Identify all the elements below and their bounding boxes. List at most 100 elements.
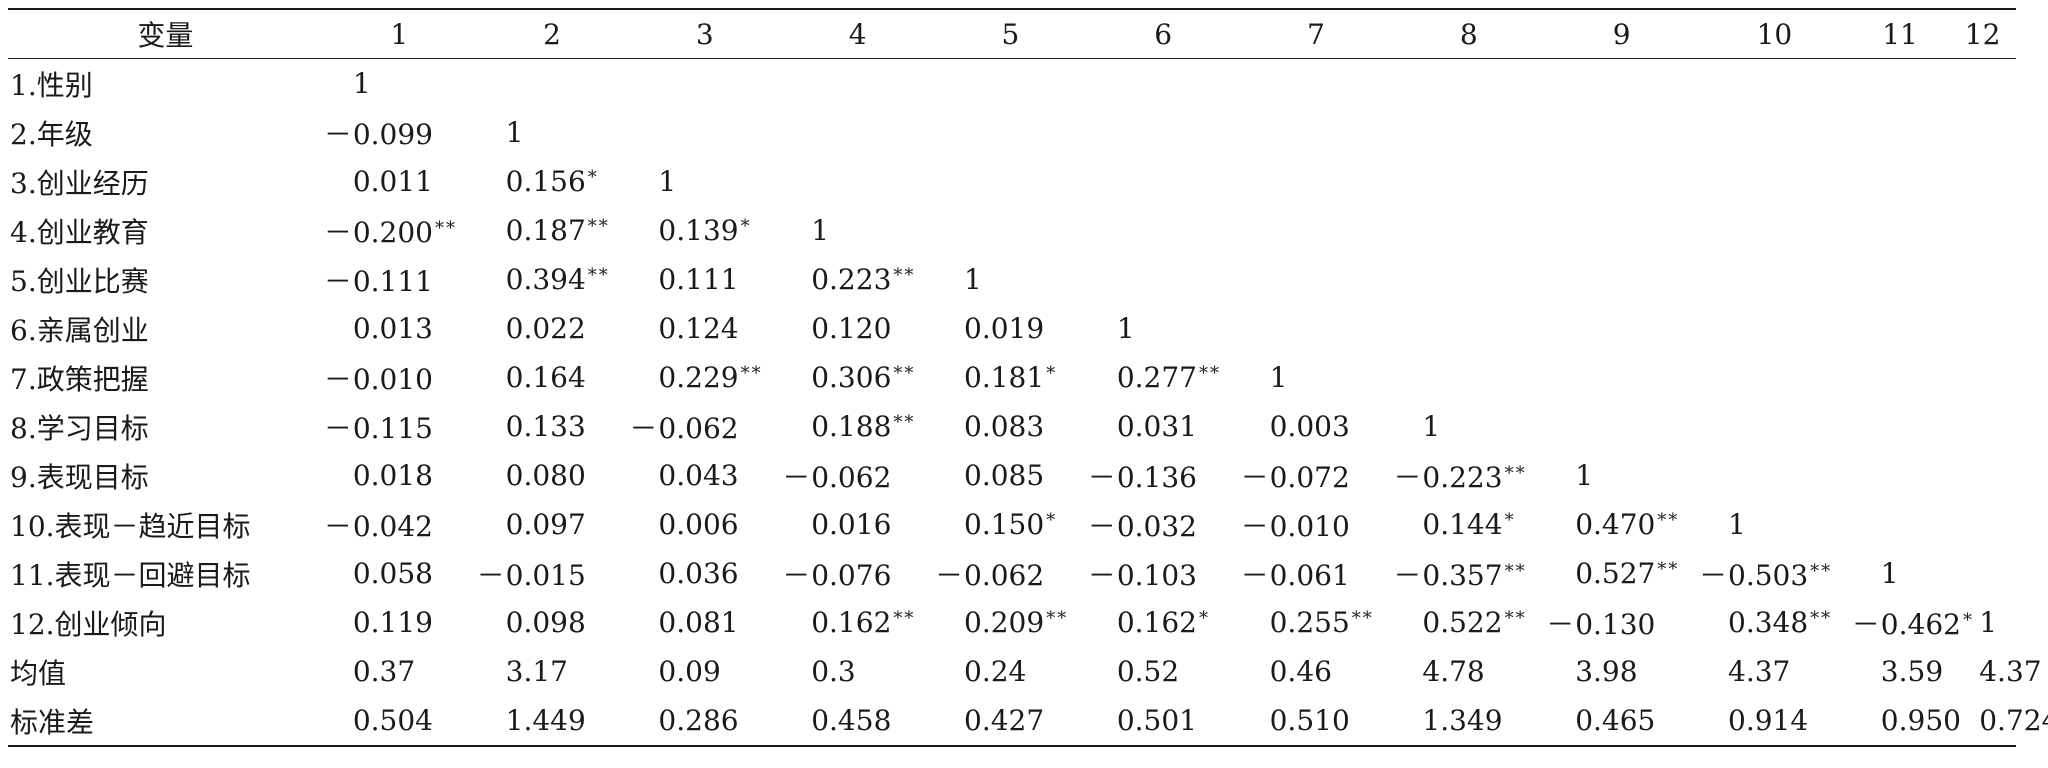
table-cell [1087,206,1240,255]
cell-value-group: 0.083 [934,410,1044,443]
table-cell: －0.062 [934,549,1087,598]
cell-value-group: 3.98 [1545,655,1637,688]
cell-value-group: 1 [1087,312,1135,345]
cell-value-group: 0.085 [934,459,1044,492]
table-cell [1698,353,1851,402]
cell-value-group: 0.043 [628,459,738,492]
cell-value: 0.24 [964,655,1027,688]
table-cell: 0.527 ** [1545,549,1698,598]
cell-value-group: 1 [781,214,829,247]
cell-value: 1 [1880,557,1899,590]
cell-value-group: 0.011 [323,165,433,198]
table-row: 2.年级 －0.099 1 [8,108,2016,157]
cell-value: 0.306 [811,361,892,394]
table-cell: －0.010 [1240,500,1393,549]
cell-value-group: 0.427 [934,704,1044,737]
table-cell [1545,255,1698,304]
table-row: 3.创业经历 0.011 0.156 * 1 [8,157,2016,206]
cell-value: 0.156 [505,165,586,198]
significance-marker: ** [740,363,763,384]
table-cell [628,59,781,109]
table-cell: 0.162 * [1087,598,1240,647]
table-cell [1698,157,1851,206]
significance-marker: ** [587,216,610,237]
table-cell: 0.013 [323,304,476,353]
cell-value: 0.062 [658,411,739,445]
table-cell: 0.119 [323,598,476,647]
cell-value-group: 1 [1392,410,1440,443]
minus-sign: － [323,117,352,151]
cell-value: 0.37 [352,655,416,688]
cell-value-group: 0.504 [323,704,433,737]
table-cell: －0.111 [323,255,476,304]
table-cell [1851,353,1949,402]
minus-sign: － [1546,607,1575,641]
cell-value-group: 0.139 * [628,214,751,247]
cell-value: 0.010 [352,362,433,396]
cell-value-group: －0.072 [1240,456,1350,496]
row-label: 6.亲属创业 [10,313,149,347]
cell-value-group: 0.181 * [934,361,1057,394]
table-row: 6.亲属创业 0.013 0.022 0.124 0.120 0.019 1 [8,304,2016,353]
significance-marker: * [1962,609,1974,631]
cell-value-group: 4.37 [1698,655,1790,688]
header-cell-11: 11 [1882,17,1918,51]
header-cell-1: 1 [390,17,409,51]
minus-sign: － [1240,558,1269,592]
table-cell: 0.150 * [934,500,1087,549]
table-cell [781,108,934,157]
table-cell: －0.115 [323,402,476,451]
table-cell [1698,304,1851,353]
minus-sign: － [1087,460,1116,494]
table-cell: 0.24 [934,647,1087,696]
cell-value-group: 0.013 [323,312,433,345]
significance-marker: ** [893,265,916,286]
table-cell: －0.130 [1545,598,1698,647]
table-cell: 0.120 [781,304,934,353]
header-cell-7: 7 [1307,17,1325,51]
table-cell: 1 [934,255,1087,304]
cell-value: 1 [352,67,371,100]
cell-value: 0.018 [352,459,433,492]
table-cell [781,59,934,109]
table-cell: 0.465 [1545,696,1698,746]
cell-value-group: 0.37 [323,655,415,688]
minus-sign: － [1240,460,1269,494]
cell-value: 3.98 [1575,655,1638,688]
cell-value-group: －0.200 ** [323,211,457,251]
header-cell-9: 9 [1612,17,1631,51]
table-cell: －0.462 * [1851,598,1972,647]
table-cell [1240,108,1393,157]
cell-value: 0.277 [1116,361,1197,394]
cell-value-group: 1 [1240,361,1288,394]
cell-value-group: －0.062 [934,554,1044,594]
cell-value: 0.150 [964,508,1045,541]
cell-value-group: 0.006 [628,508,738,541]
table-cell [1392,59,1545,109]
minus-sign: － [323,411,352,445]
row-label: 均值 [10,656,67,690]
cell-value: 4.37 [1728,655,1791,688]
table-cell: 4.37 [1698,647,1851,696]
cell-value-group: －0.010 [323,358,433,398]
table-cell [628,108,781,157]
cell-value: 0.133 [505,410,586,443]
table-cell: 1 [1698,500,1851,549]
minus-sign: － [1087,558,1116,592]
cell-value-group: －0.062 [781,456,891,496]
cell-value: 0.111 [658,263,739,296]
significance-marker: * [740,216,752,237]
table-cell [1949,255,2016,304]
cell-value: 3.17 [505,655,568,688]
cell-value-group: 0.458 [781,704,891,737]
cell-value-group: 3.59 [1851,655,1943,688]
cell-value: 0.3 [811,655,856,688]
cell-value: 0.099 [352,117,433,151]
table-cell [1392,353,1545,402]
cell-value-group: 0.150 * [934,508,1057,541]
cell-value-group: －0.462 * [1851,603,1974,643]
table-cell: 0.139 * [628,206,781,255]
table-cell [1240,59,1393,109]
table-cell: 1 [323,59,476,109]
table-cell: 0.058 [323,549,476,598]
